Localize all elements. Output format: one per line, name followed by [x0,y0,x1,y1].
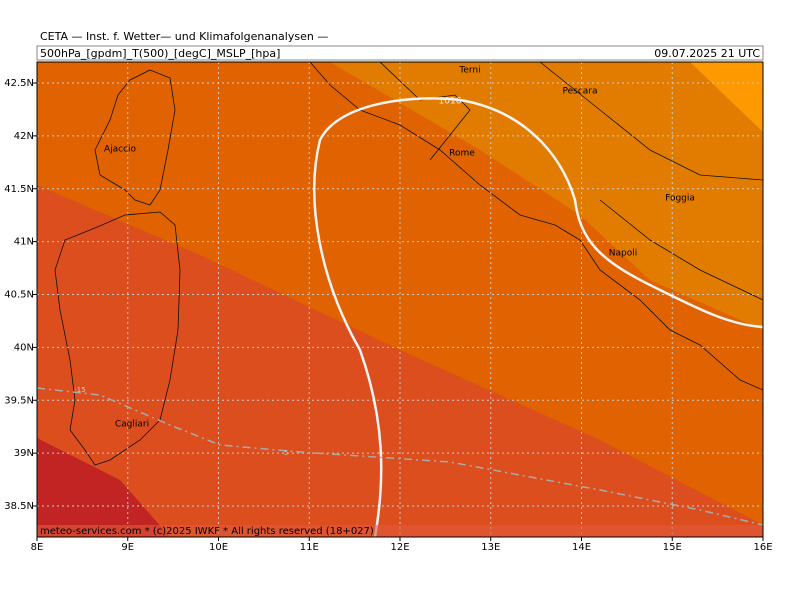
place-label: Napoli [609,249,637,259]
lat-tick-label: 40.5N [4,290,34,301]
place-label: Ajaccio [104,145,137,155]
isobar-label: 1016 [439,97,462,107]
place-label: Pescara [562,87,597,97]
header-box [36,45,764,61]
lon-tick-label: 14E [572,542,591,553]
lat-tick-label: 38.5N [4,501,34,512]
lon-tick-label: 9E [121,542,134,553]
coastline [54,62,763,466]
lat-tick-label: 39N [14,448,34,459]
lon-tick-label: 13E [481,542,500,553]
temperature-contour [37,387,763,526]
place-label: Foggia [665,194,695,204]
footer-credit: meteo-services.com * (c)2025 IWKF * All … [40,526,374,537]
temp-band [690,62,763,132]
temp-band [37,438,170,537]
lon-tick-label: 12E [390,542,409,553]
contour-label: -15 [74,386,85,394]
contour-label: -5 [282,449,289,457]
lon-tick-label: 15E [663,542,682,553]
lat-tick-label: 42N [14,131,34,142]
isobar [313,97,763,537]
lat-tick-label: 39.5N [4,395,34,406]
place-label: Rome [449,149,475,159]
header-fields: 500hPa_[gpdm]_T(500)_[degC]_MSLP_[hpa] [40,47,280,60]
lat-tick-label: 42.5N [4,78,34,89]
map-area [37,62,763,537]
lon-tick-label: 11E [300,542,319,553]
place-label: Cagliari [115,420,149,430]
footer-band [37,525,763,537]
temp-band [330,62,763,330]
lat-tick-label: 41N [14,237,34,248]
lat-tick-label: 41.5N [4,184,34,195]
lon-tick-label: 16E [753,542,772,553]
header-time: 09.07.2025 21 UTC [654,47,760,60]
lon-tick-label: 10E [209,542,228,553]
header-title: CETA — Inst. f. Wetter— und Klimafolgena… [40,30,328,43]
lat-tick-label: 40N [14,342,34,353]
place-label: Terni [458,66,480,76]
lon-tick-label: 8E [31,542,44,553]
